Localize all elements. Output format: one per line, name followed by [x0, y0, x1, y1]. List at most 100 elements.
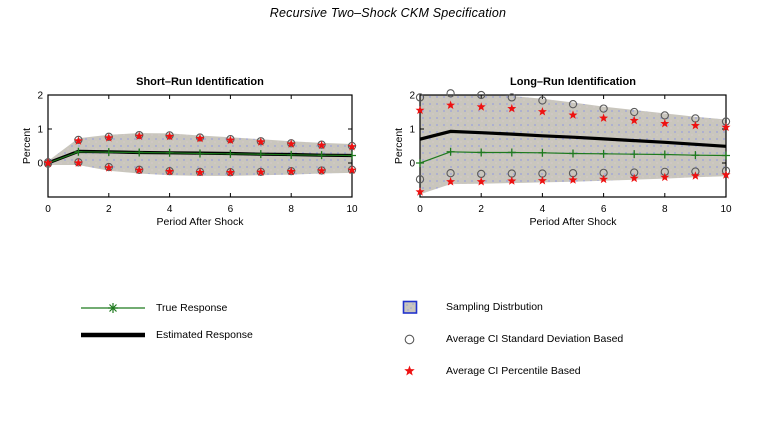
true-response-plus-marker — [256, 150, 265, 159]
ci-sd-circle-marker — [599, 104, 608, 113]
ci-percentile-star-marker — [73, 136, 83, 145]
estimated-response-line — [420, 129, 726, 148]
ci-percentile-star-marker — [537, 107, 547, 116]
axes-box — [419, 94, 727, 198]
y-tick-label: 0 — [409, 159, 415, 170]
x-tick-label: 8 — [662, 204, 668, 215]
ci-percentile-star-marker — [629, 173, 639, 183]
ci-sd-circle-marker — [415, 175, 425, 184]
true-response-plus-marker — [477, 148, 486, 157]
ci-percentile-star-marker — [690, 171, 700, 180]
red-star-icon — [402, 364, 418, 379]
ci-sd-circle-marker — [415, 93, 425, 102]
x-tick-label: 6 — [228, 204, 234, 215]
ci-percentile-star-marker — [599, 174, 609, 184]
open-circle-icon — [402, 332, 418, 347]
x-tick-label: 0 — [417, 204, 423, 215]
x-tick-label: 2 — [106, 204, 112, 215]
true-response-plus-marker — [722, 151, 730, 160]
ci-percentile-star-marker — [568, 175, 578, 184]
x-tick-label: 10 — [346, 204, 358, 215]
true-response-plus-marker — [507, 148, 516, 157]
ci-percentile-star-marker — [721, 170, 731, 179]
ci-sd-circle-marker — [477, 90, 486, 100]
true-response-plus-marker — [630, 150, 639, 159]
y-tick-label: 1 — [409, 125, 415, 136]
x-tick-label: 10 — [720, 204, 732, 215]
x-axis-label: Period After Shock — [157, 216, 245, 228]
legend-item-sampling-distribution: Sampling Distrbution — [402, 299, 623, 315]
true-response-plus-marker — [538, 148, 547, 157]
x-axis-label: Period After Shock — [530, 216, 618, 228]
true-response-plus-marker — [287, 150, 296, 159]
ci-percentile-star-marker — [225, 167, 235, 177]
ci-percentile-star-marker — [507, 103, 517, 113]
y-tick-label: 2 — [409, 91, 415, 102]
true-response-plus-marker — [74, 147, 83, 156]
true-response-plus-marker — [691, 151, 700, 160]
chart-short-run-identification: 0 2 4 6 8 10 0 1 2 Short–Run Identification Period… — [21, 76, 358, 228]
ci-percentile-star-marker — [195, 167, 205, 177]
ci-percentile-star-marker — [476, 177, 486, 186]
legend-item-ci-percentile: Average CI Percentile Based — [402, 363, 623, 379]
true-response-plus-marker — [226, 149, 235, 158]
true-response-plus-marker — [196, 149, 204, 158]
ci-percentile-star-marker — [104, 133, 114, 142]
ci-percentile-star-marker — [599, 113, 609, 122]
subplot-title: Short–Run Identification — [136, 76, 264, 88]
legend-item-estimated-response: Estimated Response — [78, 328, 253, 342]
ci-percentile-star-marker — [165, 131, 175, 141]
ci-percentile-star-marker — [347, 142, 357, 151]
x-tick-label: 4 — [167, 204, 173, 215]
ci-percentile-star-marker — [256, 167, 266, 176]
ci-percentile-star-marker — [317, 166, 327, 175]
ci-percentile-star-marker — [446, 177, 456, 186]
legend-intervals: Sampling Distrbution Average CI Standard… — [402, 299, 623, 395]
true-response-plus-marker — [416, 159, 424, 167]
true-response-plus-marker — [165, 148, 174, 157]
true-response-plus-marker — [348, 151, 356, 160]
legend-item-ci-sd: Average CI Standard Deviation Based — [402, 331, 623, 347]
ci-percentile-star-marker — [286, 166, 296, 176]
ci-percentile-star-marker — [537, 176, 547, 185]
ci-percentile-star-marker — [256, 137, 266, 146]
ci-percentile-star-marker — [347, 165, 357, 174]
y-tick-label: 2 — [37, 91, 43, 102]
x-tick-label: 4 — [540, 204, 546, 215]
y-tick-label: 1 — [37, 125, 43, 136]
ci-sd-circle-marker — [507, 93, 516, 102]
ci-sd-circle-marker — [446, 169, 455, 178]
ci-percentile-star-marker — [660, 118, 670, 128]
ci-sd-circle-marker — [568, 100, 578, 109]
y-axis-label: Percent — [21, 128, 33, 164]
true-response-plus-marker — [104, 148, 113, 157]
ci-sd-circle-marker — [538, 96, 547, 105]
true-response-line-icon — [78, 301, 148, 315]
ci-percentile-star-marker — [721, 122, 731, 132]
x-tick-label: 2 — [478, 204, 484, 215]
ci-percentile-star-marker — [225, 135, 235, 144]
sampling-distribution-band — [420, 95, 726, 195]
true-response-plus-marker — [446, 147, 455, 156]
y-tick-label: 0 — [37, 159, 43, 170]
true-response-plus-marker — [599, 149, 608, 158]
ci-percentile-star-marker — [73, 158, 83, 167]
legend-label: Estimated Response — [156, 329, 253, 341]
legend-label: True Response — [156, 302, 228, 314]
ci-percentile-star-marker — [507, 176, 517, 185]
true-response-plus-marker — [135, 148, 144, 157]
ci-percentile-star-marker — [415, 187, 425, 196]
true-response-plus-marker — [660, 150, 669, 159]
estimated-response-line-icon — [78, 328, 148, 342]
ci-percentile-star-marker — [286, 139, 296, 148]
x-tick-label: 8 — [288, 204, 294, 215]
legend-label: Sampling Distrbution — [446, 301, 543, 313]
ci-percentile-star-marker — [134, 165, 144, 174]
ci-percentile-star-marker — [104, 163, 114, 172]
x-tick-label: 6 — [601, 204, 607, 215]
ci-percentile-star-marker — [195, 133, 205, 143]
ci-percentile-star-marker — [446, 100, 456, 109]
ci-percentile-star-marker — [43, 158, 53, 167]
ci-sd-circle-marker — [630, 107, 639, 117]
ci-percentile-star-marker — [660, 172, 670, 182]
